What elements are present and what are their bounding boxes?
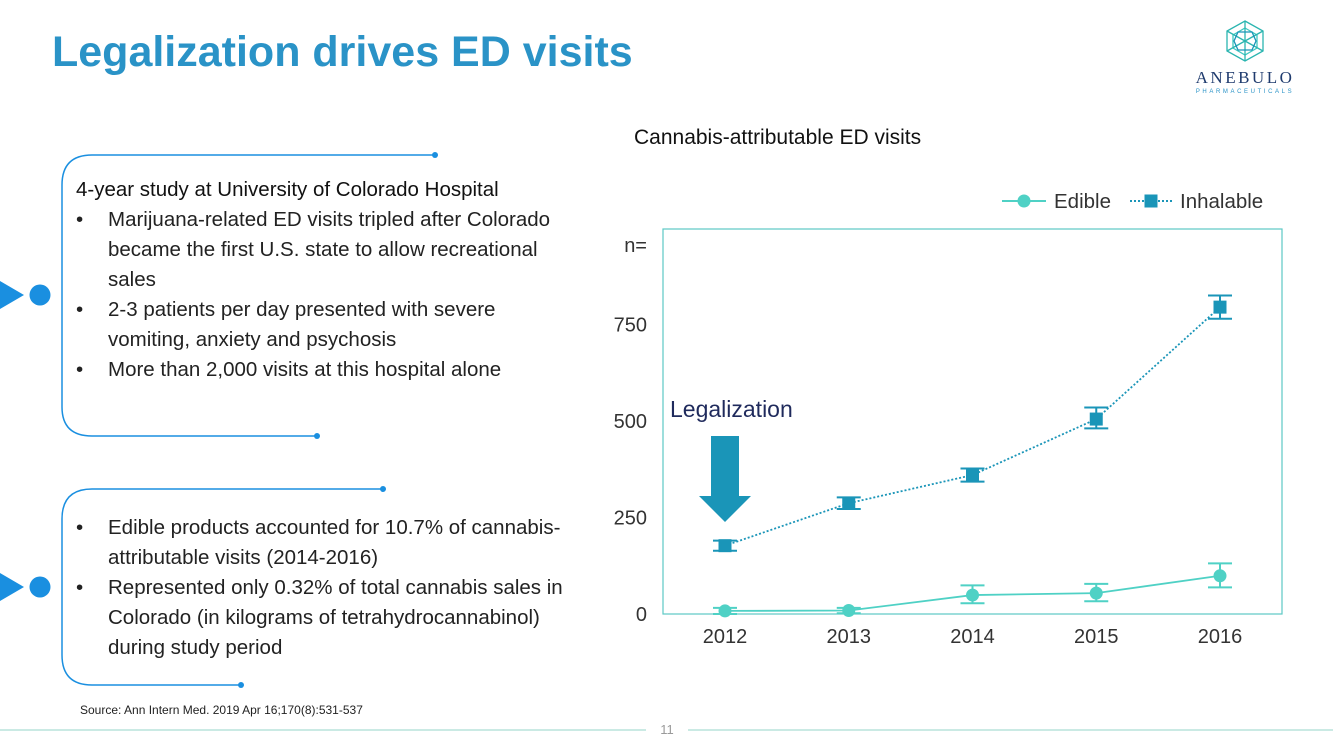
data-point-inhalable (842, 496, 856, 510)
page-number: 11 (660, 722, 674, 737)
y-tick-label: 0 (636, 604, 647, 626)
legend-label-edible: Edible (1054, 190, 1111, 213)
edible-box-bracket (0, 486, 386, 688)
list-item: More than 2,000 visits at this hospital … (76, 355, 576, 385)
logo-name: ANEBULO (1195, 68, 1295, 87)
edible-box: Edible products accounted for 10.7% of c… (0, 480, 600, 695)
down-arrow-icon (699, 436, 751, 522)
series-line-inhalable (724, 306, 1221, 547)
list-item: Edible products accounted for 10.7% of c… (76, 513, 576, 573)
plot-area (662, 228, 1283, 615)
data-point-edible (842, 604, 856, 618)
y-tick-label: 750 (614, 315, 647, 337)
company-logo: ANEBULO PHARMACEUTICALS (1180, 18, 1310, 98)
y-tick-label: 250 (614, 508, 647, 530)
y-axis-unit-label: n= (624, 235, 647, 257)
list-item: Represented only 0.32% of total cannabis… (76, 573, 576, 663)
source-citation: Source: Ann Intern Med. 2019 Apr 16;170(… (80, 703, 363, 717)
data-point-edible (966, 588, 979, 602)
x-tick-label: 2013 (827, 626, 872, 648)
x-tick-label: 2014 (950, 626, 995, 648)
data-point-edible (1089, 586, 1103, 600)
triangle-marker-icon (0, 573, 24, 601)
legend-marker-edible (1017, 194, 1031, 208)
chart-title: Cannabis-attributable ED visits (634, 126, 922, 149)
list-item: Marijuana-related ED visits tripled afte… (76, 205, 576, 295)
page-title: Legalization drives ED visits (52, 28, 633, 76)
study-heading: 4-year study at University of Colorado H… (76, 178, 499, 201)
list-item: 2-3 patients per day presented with seve… (76, 295, 576, 355)
dot-marker-icon (29, 576, 51, 598)
dot-marker-icon (29, 284, 51, 306)
logo-subtitle: PHARMACEUTICALS (1195, 89, 1295, 95)
study-bullets: Marijuana-related ED visits tripled afte… (76, 205, 576, 385)
edible-bullets: Edible products accounted for 10.7% of c… (76, 513, 576, 663)
legalization-annotation: Legalization (670, 396, 793, 422)
data-point-inhalable (1213, 300, 1227, 314)
data-point-inhalable (1089, 412, 1103, 426)
legend-label-inhalable: Inhalable (1180, 190, 1263, 213)
x-tick-label: 2016 (1198, 626, 1243, 648)
data-point-edible (718, 604, 732, 618)
data-point-edible (1213, 569, 1227, 583)
data-point-inhalable (718, 539, 732, 553)
triangle-marker-icon (0, 281, 24, 309)
study-box-bracket (0, 152, 438, 439)
y-tick-label: 500 (614, 411, 647, 433)
study-box: 4-year study at University of Colorado H… (0, 145, 600, 445)
legend-marker-inhalable (1144, 194, 1158, 208)
x-tick-label: 2012 (703, 626, 748, 648)
data-point-inhalable (966, 468, 979, 482)
hexagon-logo-icon (1226, 20, 1264, 62)
x-tick-label: 2015 (1074, 626, 1119, 648)
